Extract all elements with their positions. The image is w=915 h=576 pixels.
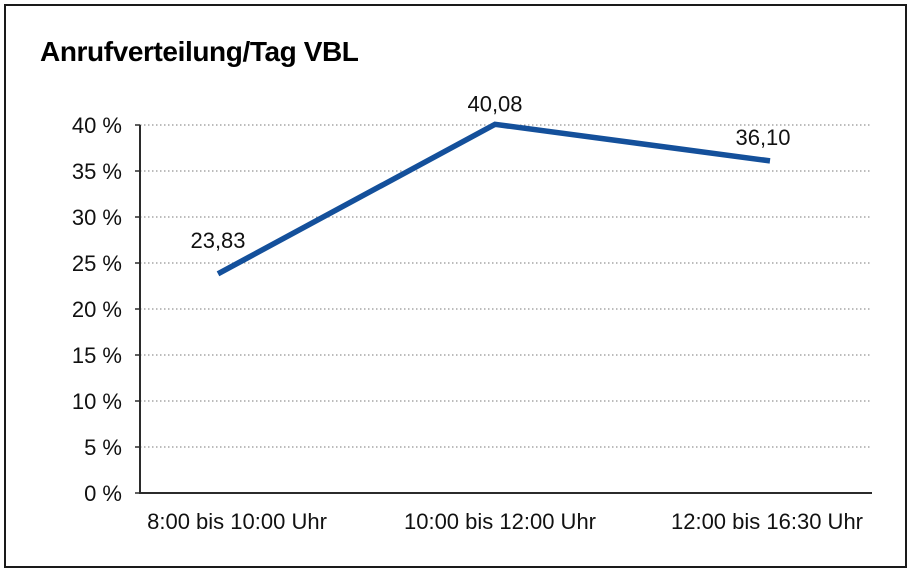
y-tick-label: 15 % [72, 343, 122, 368]
data-label: 23,83 [190, 228, 245, 253]
data-label: 40,08 [467, 91, 522, 116]
data-line [216, 121, 771, 277]
x-tick-label: 12:00 bis 16:30 Uhr [671, 509, 863, 534]
y-tick-label: 20 % [72, 297, 122, 322]
y-tick-label: 10 % [72, 389, 122, 414]
data-label: 36,10 [735, 125, 790, 150]
y-tick-label: 35 % [72, 159, 122, 184]
axis-lines [139, 125, 872, 494]
x-tick-label: 8:00 bis 10:00 Uhr [147, 509, 327, 534]
y-tick-label: 5 % [84, 435, 122, 460]
chart-frame: Anrufverteilung/Tag VBL [4, 4, 907, 568]
y-tick-label: 30 % [72, 205, 122, 230]
chart-title: Anrufverteilung/Tag VBL [40, 36, 359, 67]
y-tick-label: 0 % [84, 481, 122, 506]
y-tick-label: 25 % [72, 251, 122, 276]
x-tick-label: 10:00 bis 12:00 Uhr [404, 509, 596, 534]
y-tick-label: 40 % [72, 113, 122, 138]
